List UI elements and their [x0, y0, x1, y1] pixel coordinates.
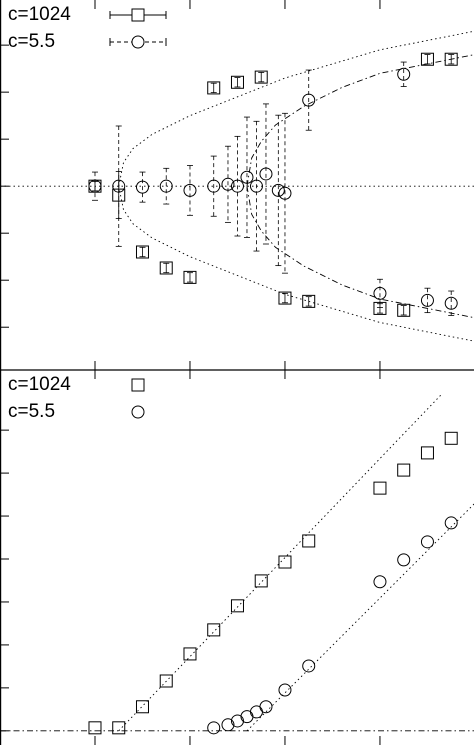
circle-marker	[278, 683, 292, 697]
legend-label: c=5.5	[8, 401, 55, 422]
circle-marker	[135, 180, 149, 194]
square-marker	[88, 721, 102, 735]
legend-marker	[131, 35, 145, 49]
square-marker	[302, 294, 316, 308]
circle-marker	[207, 721, 221, 735]
circle-marker	[183, 183, 197, 197]
square-marker	[135, 700, 149, 714]
circle-marker	[240, 170, 254, 184]
circle-marker	[249, 705, 263, 719]
circle-marker	[249, 179, 263, 193]
circle-marker	[420, 293, 434, 307]
legend-label: c=1024	[8, 4, 71, 25]
circle-marker	[397, 67, 411, 81]
circle-marker	[373, 286, 387, 300]
circle-marker	[221, 177, 235, 191]
square-marker	[302, 534, 316, 548]
circle-marker	[397, 553, 411, 567]
fit-curve	[246, 503, 474, 732]
circle-marker	[240, 710, 254, 724]
square-marker	[373, 481, 387, 495]
fit-curve	[246, 54, 474, 187]
circle-marker	[278, 186, 292, 200]
circle-marker	[302, 93, 316, 107]
circle-marker	[259, 167, 273, 181]
circle-marker	[159, 179, 173, 193]
circle-marker	[373, 575, 387, 589]
circle-marker	[302, 659, 316, 673]
circle-marker	[444, 296, 458, 310]
square-marker	[207, 81, 221, 95]
square-marker	[183, 647, 197, 661]
fit-curve	[118, 392, 443, 732]
circle-marker	[88, 179, 102, 193]
legend-marker	[131, 8, 145, 22]
circle-marker	[207, 179, 221, 193]
circle-marker	[444, 516, 458, 530]
circle-marker	[271, 183, 285, 197]
square-marker	[159, 674, 173, 688]
square-marker	[254, 70, 268, 84]
square-marker	[444, 52, 458, 66]
circle-marker	[230, 714, 244, 728]
circle-marker	[259, 700, 273, 714]
square-marker	[230, 75, 244, 89]
circle-marker	[230, 179, 244, 193]
circle-marker	[420, 535, 434, 549]
square-marker	[112, 721, 126, 735]
square-marker	[230, 599, 244, 613]
legend-marker	[131, 378, 145, 392]
circle-marker	[221, 718, 235, 732]
circle-marker	[112, 179, 126, 193]
square-marker	[420, 52, 434, 66]
fit-curve	[118, 30, 474, 187]
square-marker	[207, 623, 221, 637]
square-marker	[278, 291, 292, 305]
fit-curve	[118, 186, 474, 342]
square-marker	[397, 463, 411, 477]
fit-curve	[246, 186, 474, 319]
square-marker	[397, 303, 411, 317]
square-marker	[420, 446, 434, 460]
square-marker	[254, 574, 268, 588]
legend-label: c=5.5	[8, 31, 55, 52]
legend-marker	[131, 405, 145, 419]
square-marker	[444, 431, 458, 445]
square-marker	[183, 270, 197, 284]
legend-label: c=1024	[8, 374, 71, 395]
square-marker	[135, 245, 149, 259]
square-marker	[159, 261, 173, 275]
square-marker	[278, 555, 292, 569]
